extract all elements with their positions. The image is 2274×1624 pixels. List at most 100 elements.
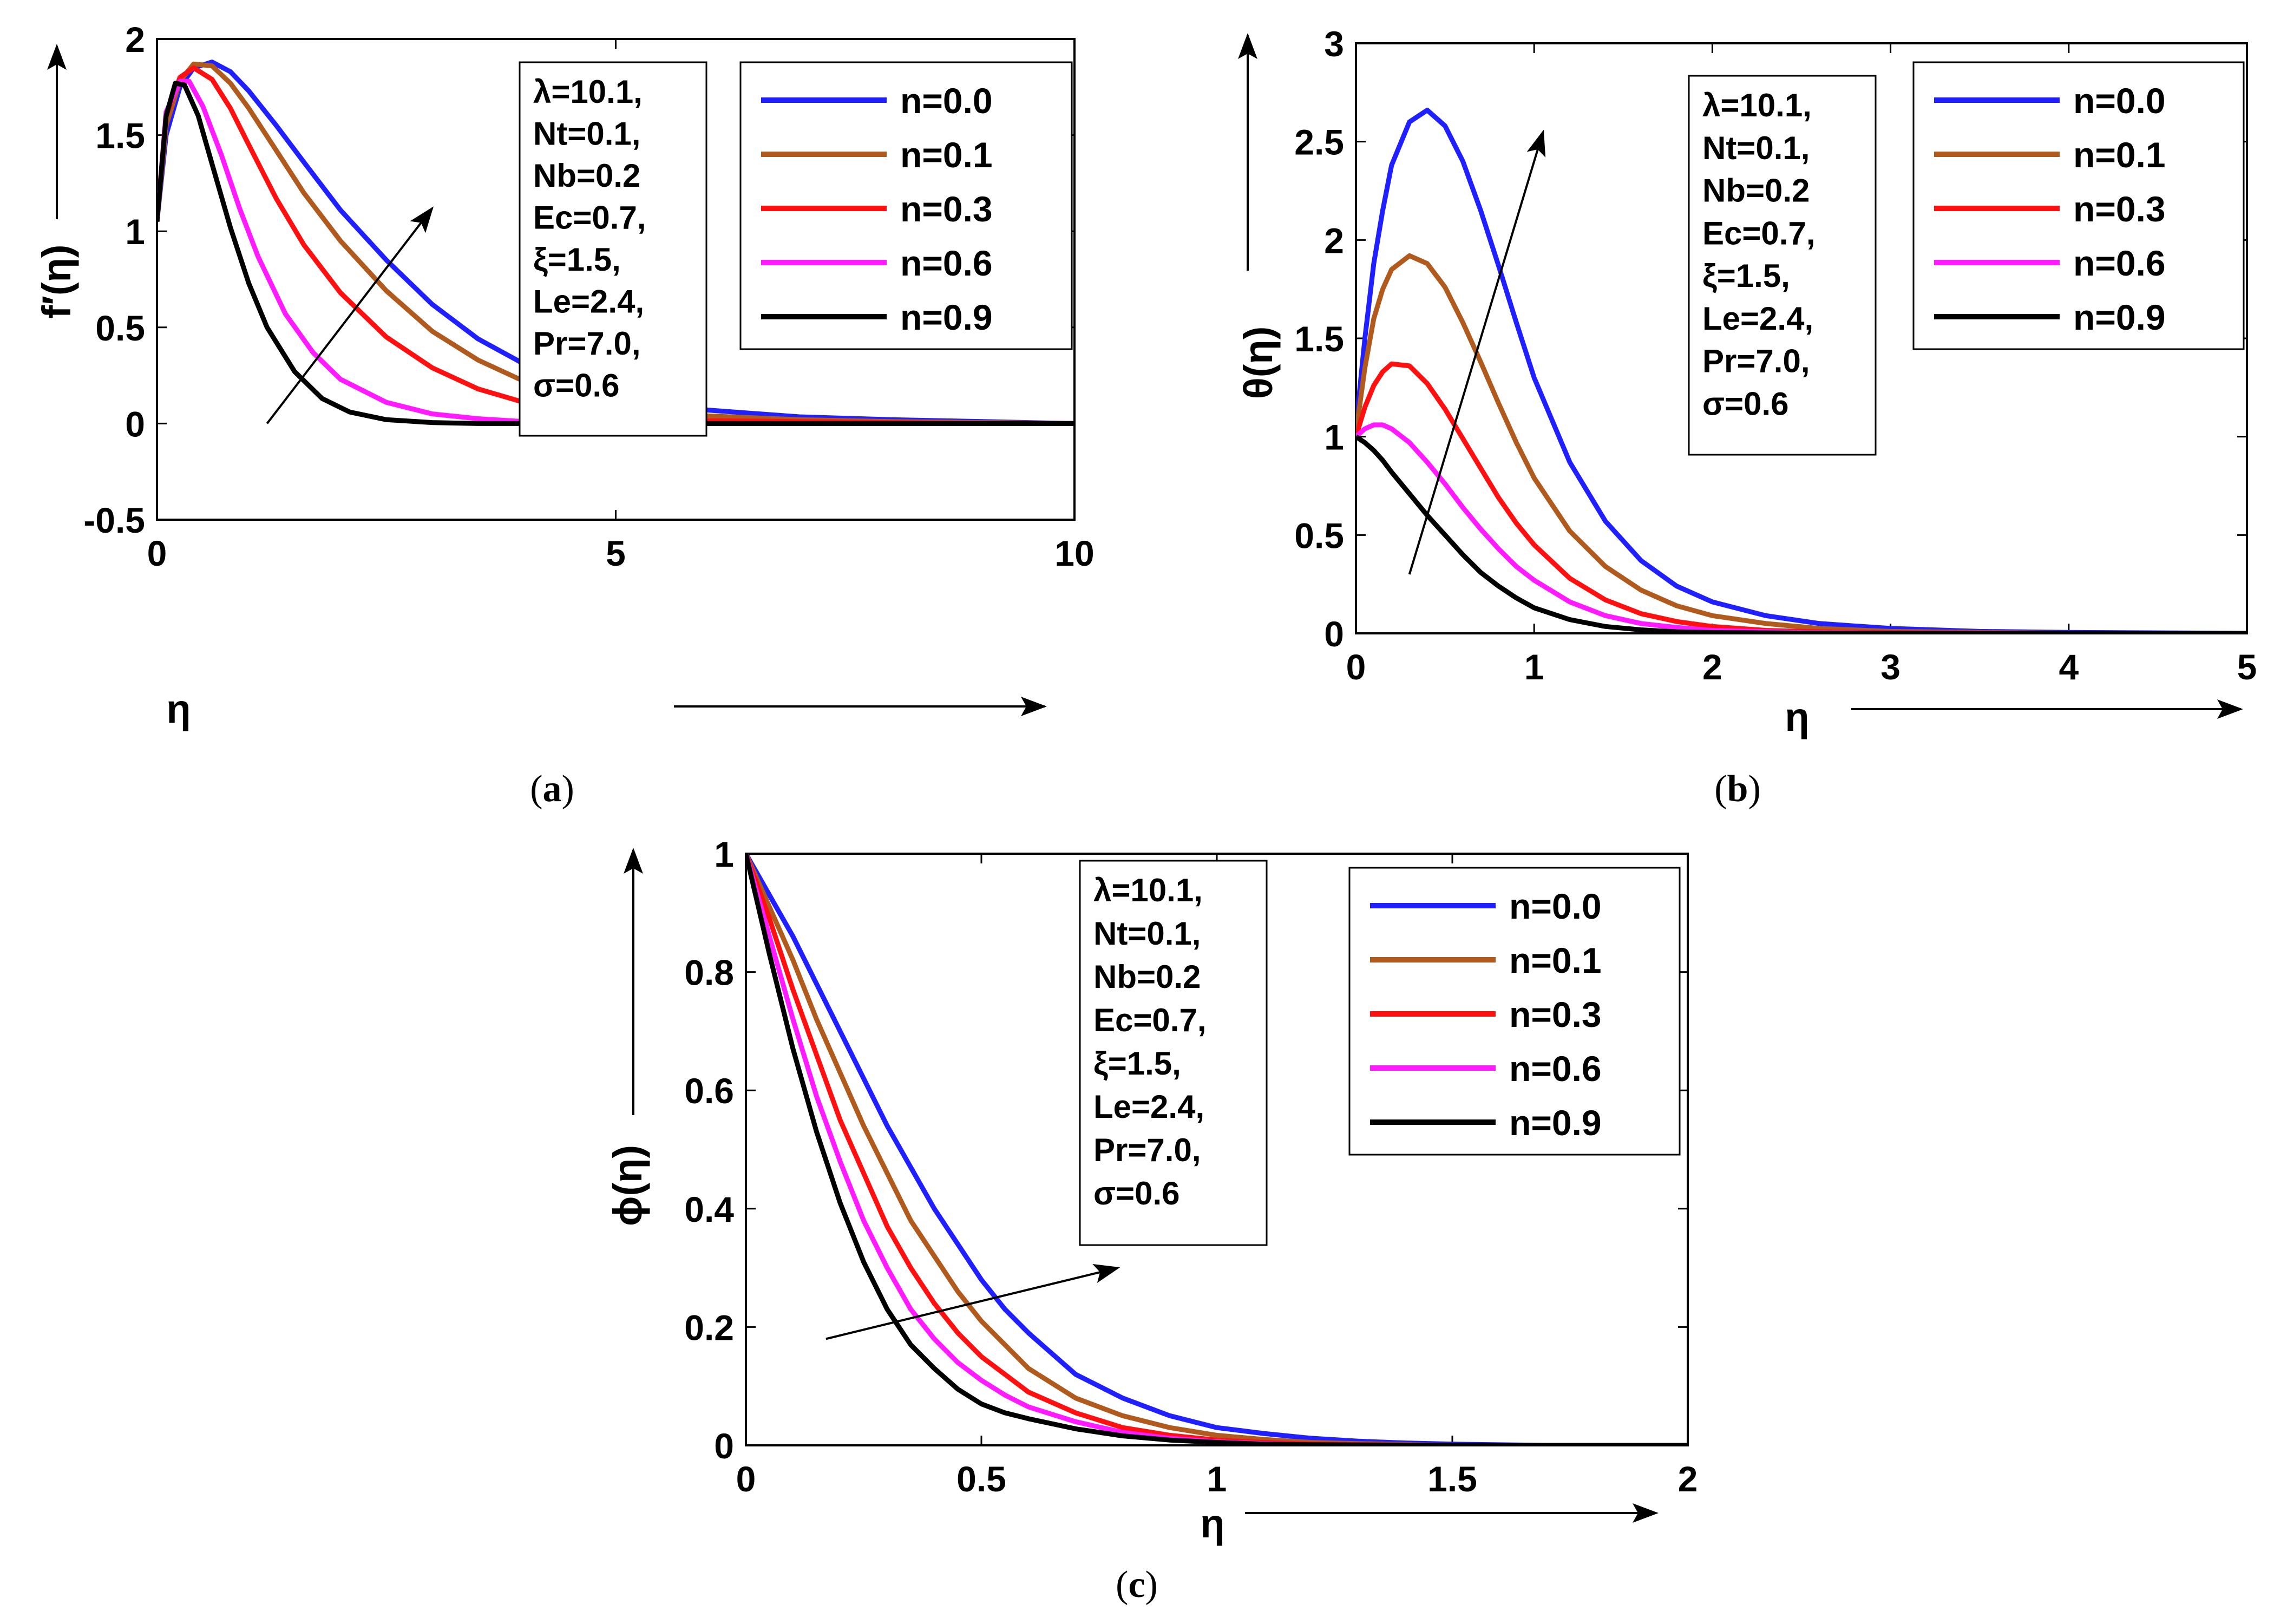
y-tick-label: 0.8 (684, 953, 734, 993)
legend-label: n=0.6 (1509, 1049, 1602, 1089)
parameter-text: σ=0.6 (1702, 385, 1789, 422)
parameter-box (519, 61, 707, 437)
legend-label: n=0.1 (2073, 135, 2166, 175)
parameter-text: Nb=0.2 (1702, 173, 1810, 209)
series-line-n=0.9 (1356, 434, 2247, 633)
subfigure-caption: (a) (530, 768, 574, 810)
series-line-n=0.9 (746, 854, 1688, 1445)
parameter-text: λ=10.1, (533, 74, 643, 110)
y-axis-label: θ(η) (1236, 326, 1281, 400)
y-tick-label: 0.6 (684, 1071, 734, 1111)
legend-label: n=0.9 (1509, 1103, 1602, 1143)
y-tick-label: 0.5 (95, 308, 145, 348)
caption-paren-close: ) (1748, 768, 1760, 810)
legend-label: n=0.9 (2073, 297, 2166, 337)
caption-letter: a (543, 768, 562, 810)
x-tick-label: 2 (1702, 647, 1722, 687)
trend-arrow (1408, 129, 1546, 575)
parameter-text: Le=2.4, (1093, 1089, 1204, 1125)
y-tick-label: 0.4 (684, 1189, 734, 1229)
x-tick-label: 1 (1207, 1459, 1227, 1499)
parameter-text: Ec=0.7, (533, 200, 646, 236)
series-line-n=0.1 (157, 61, 1074, 426)
parameter-text: Ec=0.7, (1093, 1002, 1207, 1038)
x-tick-label: 10 (1054, 533, 1094, 573)
subfigure-caption: (c) (1116, 1564, 1158, 1606)
caption-paren-open: ( (530, 768, 542, 810)
x-tick-label: 5 (606, 533, 626, 573)
y-tick-label: 0 (1324, 614, 1344, 654)
parameter-box (1688, 75, 1877, 456)
legend-label: n=0.6 (2073, 243, 2166, 283)
parameter-text: Nb=0.2 (1093, 959, 1201, 995)
y-axis-label: f′(η) (34, 245, 79, 319)
y-tick-label: 0 (714, 1426, 734, 1466)
y-tick-label: -0.5 (83, 500, 145, 540)
legend-label: n=0.0 (2073, 81, 2166, 121)
parameter-text: σ=0.6 (533, 368, 620, 404)
parameter-text: λ=10.1, (1702, 87, 1812, 123)
x-tick-label: 0.5 (956, 1459, 1006, 1499)
parameter-text: ξ=1.5, (1093, 1045, 1181, 1082)
trend-arrow (825, 1264, 1120, 1340)
x-tick-label: 5 (2237, 647, 2257, 687)
y-tick-label: 2 (125, 19, 145, 60)
parameter-text: Le=2.4, (533, 284, 644, 320)
parameter-text: Ec=0.7, (1702, 215, 1816, 251)
series-line-n=0.0 (1356, 108, 2247, 633)
subfigure-caption: (b) (1714, 768, 1761, 810)
parameter-text: Pr=7.0, (1093, 1132, 1201, 1168)
y-tick-label: 1.5 (95, 116, 145, 156)
x-tick-label: 0 (147, 533, 167, 573)
y-tick-label: 0 (125, 404, 145, 444)
parameter-text: Nt=0.1, (533, 116, 640, 152)
chart-c: 0 0.5 1 1.5 2 0 0.2 0.4 0.6 0.8 1 λ=10.1, Nt=0.1, Nb=… (605, 834, 1698, 1606)
legend-label: n=0.3 (1509, 994, 1602, 1034)
caption-paren-open: ( (1116, 1564, 1128, 1606)
y-tick-label: 1 (1324, 417, 1344, 457)
legend-label: n=0.9 (900, 297, 993, 337)
caption-paren-open: ( (1714, 768, 1727, 810)
caption-letter: b (1727, 768, 1748, 810)
x-tick-label: 0 (736, 1459, 756, 1499)
parameter-text: Nt=0.1, (1702, 130, 1810, 166)
legend-label: n=0.1 (1509, 940, 1602, 980)
x-axis-label: η (1785, 695, 1809, 739)
caption-paren-close: ) (562, 768, 574, 810)
y-tick-label: 2 (1324, 220, 1344, 260)
x-axis-label: η (166, 686, 191, 731)
x-axis-label: η (1200, 1501, 1224, 1546)
y-tick-label: 0.5 (1294, 515, 1344, 555)
y-tick-label: 0.2 (684, 1307, 734, 1347)
legend-label: n=0.3 (900, 189, 993, 229)
legend-label: n=0.0 (1509, 886, 1602, 926)
y-tick-label: 3 (1324, 24, 1344, 64)
parameter-text: Pr=7.0, (1702, 343, 1810, 379)
x-tick-label: 2 (1678, 1459, 1698, 1499)
parameter-text: ξ=1.5, (1702, 258, 1790, 294)
parameter-text: Nt=0.1, (1093, 915, 1201, 952)
parameter-text: λ=10.1, (1093, 872, 1203, 908)
y-axis-label: ϕ(η) (605, 1145, 650, 1226)
legend-label: n=0.3 (2073, 189, 2166, 229)
chart-b: 0 1 2 3 4 5 0 0.5 1 1.5 2 2.5 3 λ=10.1, Nt=0.1, Nb=0.2 E… (1236, 24, 2257, 810)
chart-a: 0 5 10-0.500.511.52λ=10.1,Nt=0.1,Nb=0.2Ec=… (34, 19, 1095, 810)
parameter-text: Le=2.4, (1702, 300, 1813, 337)
x-tick-label: 4 (2059, 647, 2079, 687)
parameter-box (1079, 860, 1268, 1246)
legend-label: n=0.6 (900, 243, 993, 283)
trend-arrow (266, 206, 434, 424)
caption-letter: c (1128, 1564, 1145, 1606)
x-tick-label: 3 (1880, 647, 1901, 687)
parameter-text: Pr=7.0, (533, 325, 641, 362)
parameter-text: Nb=0.2 (533, 158, 640, 194)
x-tick-label: 1.5 (1427, 1459, 1477, 1499)
x-tick-label: 1 (1524, 647, 1544, 687)
legend-label: n=0.1 (900, 135, 993, 175)
y-tick-label: 1 (125, 212, 145, 252)
caption-paren-close: ) (1145, 1564, 1158, 1606)
parameter-text: ξ=1.5, (533, 241, 621, 278)
legend-label: n=0.0 (900, 81, 993, 121)
parameter-text: σ=0.6 (1093, 1175, 1180, 1212)
